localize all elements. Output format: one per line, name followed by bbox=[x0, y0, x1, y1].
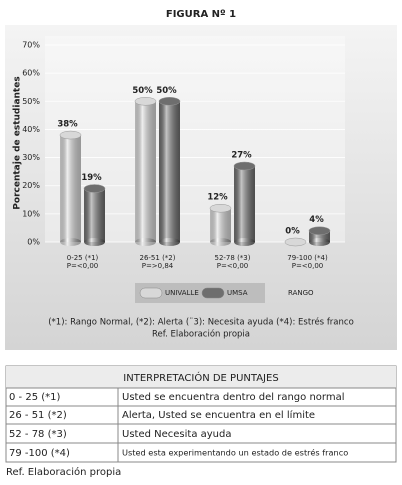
bar-base-shine bbox=[135, 238, 156, 246]
bar-top bbox=[158, 97, 181, 106]
table-cell: 0 - 25 (*1) bbox=[9, 392, 60, 403]
bar bbox=[284, 237, 307, 247]
value-label: 38% bbox=[57, 120, 78, 130]
y-tick-label: 20% bbox=[22, 181, 40, 190]
x-tick-label: 79-100 (*4) bbox=[287, 254, 328, 262]
y-tick-label: 70% bbox=[22, 41, 40, 50]
legend-label: UMSA bbox=[227, 289, 248, 297]
bar-shine bbox=[135, 101, 156, 243]
y-tick-label: 50% bbox=[22, 97, 40, 106]
table-cell: 52 - 78 (*3) bbox=[9, 429, 67, 440]
bar-top bbox=[233, 161, 256, 171]
bar-top bbox=[284, 237, 307, 247]
chart-note: (*1): Rango Normal, (*2): Alerta (¨3): N… bbox=[48, 317, 354, 328]
bar-top bbox=[134, 97, 157, 106]
x-tick-sublabel: P=<0,00 bbox=[217, 262, 249, 270]
value-label: 0% bbox=[285, 227, 300, 237]
bar-shine bbox=[309, 230, 330, 242]
chart-note: Ref. Elaboración propia bbox=[152, 329, 250, 340]
table-cell: Usted esta experimentando un estado de e… bbox=[122, 448, 348, 458]
value-label: 27% bbox=[231, 151, 252, 161]
x-tick-label: 0-25 (*1) bbox=[67, 254, 99, 262]
bar-shine bbox=[210, 208, 231, 242]
x-tick-label: 26-51 (*2) bbox=[140, 254, 176, 262]
bar-base-shine bbox=[60, 238, 81, 246]
y-tick-label: 60% bbox=[22, 69, 40, 78]
bar-shine bbox=[159, 101, 180, 243]
bar-base-shine bbox=[159, 238, 180, 246]
bar bbox=[209, 203, 232, 246]
bar bbox=[308, 226, 331, 246]
bar-top bbox=[308, 226, 331, 235]
table-cell: 79 -100 (*4) bbox=[9, 448, 70, 459]
chart-title: FIGURA Nº 1 bbox=[166, 9, 236, 20]
y-tick-label: 30% bbox=[22, 153, 40, 162]
table-cell: Alerta, Usted se encuentra en el límite bbox=[122, 409, 315, 421]
value-label: 50% bbox=[132, 86, 153, 96]
legend-label: UNIVALLE bbox=[165, 289, 199, 297]
table: INTERPRETACIÓN DE PUNTAJES 0 - 25 (*1) U… bbox=[5, 365, 397, 463]
x-tick-sublabel: P=<0,00 bbox=[292, 262, 324, 270]
y-axis-label: Porcentaje de estudiantes bbox=[13, 76, 23, 209]
x-axis-label: RANGO bbox=[288, 289, 314, 297]
bar-top bbox=[59, 130, 82, 140]
value-label: 12% bbox=[207, 193, 228, 203]
value-label: 19% bbox=[81, 173, 102, 183]
bar-base-shine bbox=[210, 238, 231, 246]
x-tick-sublabel: P=>0,84 bbox=[142, 262, 174, 270]
table-header bbox=[6, 366, 396, 388]
bar bbox=[233, 161, 256, 246]
legend-box bbox=[135, 283, 265, 303]
legend-swatch bbox=[139, 287, 163, 299]
bar-shine bbox=[234, 166, 255, 242]
bar bbox=[83, 184, 106, 246]
value-label: 4% bbox=[309, 215, 324, 225]
bar-shine bbox=[60, 135, 81, 242]
bar-base-shine bbox=[84, 238, 105, 246]
bar bbox=[158, 97, 181, 246]
y-tick-label: 40% bbox=[22, 125, 40, 134]
table-cell: 26 - 51 (*2) bbox=[9, 410, 67, 421]
table-title: INTERPRETACIÓN DE PUNTAJES bbox=[123, 371, 278, 384]
x-tick-sublabel: P=<0,00 bbox=[67, 262, 99, 270]
bar-shine bbox=[84, 188, 105, 242]
bar-top bbox=[83, 184, 106, 193]
bar-top bbox=[209, 203, 232, 213]
y-tick-label: 0% bbox=[27, 238, 40, 247]
x-tick-label: 52-78 (*3) bbox=[215, 254, 251, 262]
bar bbox=[134, 97, 157, 246]
table-source: Ref. Elaboración propia bbox=[6, 466, 121, 478]
value-label: 50% bbox=[156, 86, 177, 96]
table-cell: Usted se encuentra dentro del rango norm… bbox=[122, 392, 345, 403]
bar-base-shine bbox=[234, 238, 255, 246]
bar-base-shine bbox=[309, 238, 330, 246]
y-tick-label: 10% bbox=[22, 209, 40, 218]
table-cell: Usted Necesita ayuda bbox=[122, 429, 232, 440]
legend-swatch bbox=[201, 287, 225, 299]
bar bbox=[59, 130, 82, 246]
